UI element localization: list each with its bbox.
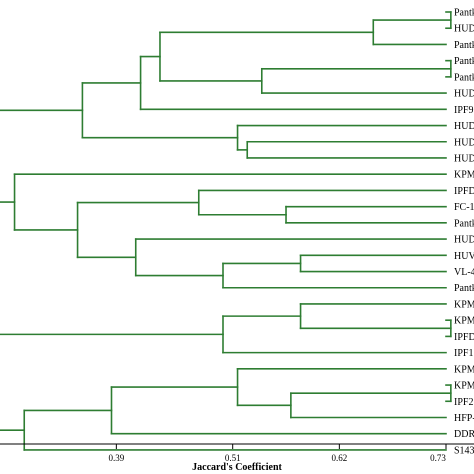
leaf-label: KPM xyxy=(454,316,474,327)
x-tick-label: 0.73 xyxy=(430,453,446,463)
leaf-labels: Pantk HUD Pantk Pantk Pantk HUD IPF9 HUD HUD HUD K… xyxy=(454,8,474,457)
leaf-label: KPM xyxy=(454,364,474,375)
leaf-label: IPFD xyxy=(454,186,474,197)
leaf-label: Pantk xyxy=(454,8,474,19)
leaf-label: S143 xyxy=(454,445,474,456)
x-axis-ticks: 0.39 0.51 0.62 0.73 xyxy=(108,444,447,463)
leaf-label: Pantk xyxy=(454,56,474,67)
leaf-label: HUD xyxy=(454,153,474,164)
leaf-label: Pantk xyxy=(454,283,474,294)
x-axis-title: Jaccard's Coefficient xyxy=(192,462,282,473)
leaf-label: KPM xyxy=(454,299,474,310)
x-tick-label: 0.51 xyxy=(225,453,241,463)
leaf-label: DDR xyxy=(454,429,474,440)
leaf-label: KPM xyxy=(454,381,474,392)
x-tick-label: 0.39 xyxy=(108,453,124,463)
leaf-label: IPFD xyxy=(454,332,474,343)
leaf-label: Pantk xyxy=(454,218,474,229)
leaf-label: HFP- xyxy=(454,413,474,424)
leaf-label: IPF9 xyxy=(454,105,473,116)
leaf-label: IPF2 xyxy=(454,397,473,408)
leaf-label: KPM xyxy=(454,170,474,181)
leaf-label: FC-1 xyxy=(454,202,474,213)
dendrogram-branches xyxy=(0,11,452,451)
leaf-label: VL-4 xyxy=(454,267,474,278)
x-tick-label: 0.62 xyxy=(331,453,347,463)
leaf-label: HUD xyxy=(454,24,474,35)
leaf-label: Pantk xyxy=(454,72,474,83)
leaf-label: HUD xyxy=(454,137,474,148)
leaf-label: HUD xyxy=(454,89,474,100)
leaf-label: Pantk xyxy=(454,40,474,51)
leaf-label: IPF1 xyxy=(454,348,473,359)
leaf-label: HUD xyxy=(454,121,474,132)
leaf-label: HUD xyxy=(454,235,474,246)
leaf-label: HUV xyxy=(454,251,474,262)
